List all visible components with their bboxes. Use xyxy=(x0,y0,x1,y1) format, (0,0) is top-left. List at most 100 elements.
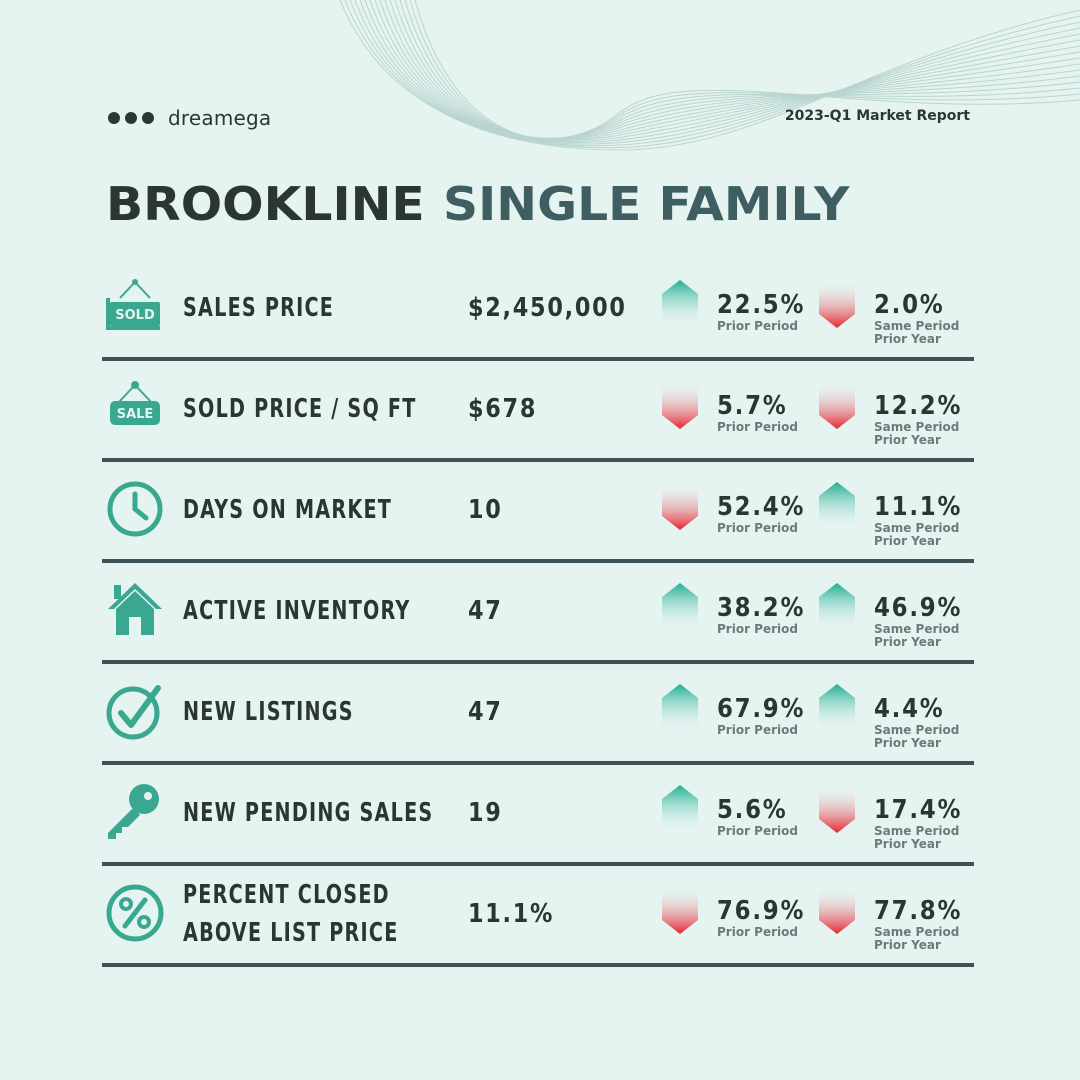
page-title: BROOKLINE SINGLE FAMILY xyxy=(106,176,849,232)
change-caption: Same Period Prior Year xyxy=(874,825,959,851)
title-city: BROOKLINE xyxy=(106,177,425,231)
title-property-type: SINGLE FAMILY xyxy=(442,177,850,231)
metric-label: PERCENT CLOSED ABOVE LIST PRICE xyxy=(183,876,399,952)
arrow-down-icon xyxy=(819,381,855,429)
change-prior-year: 2.0% Same Period Prior Year xyxy=(819,278,969,348)
metric-value: 19 xyxy=(468,798,503,828)
sale-tag-icon: SALE xyxy=(104,377,166,439)
metric-value: 47 xyxy=(468,596,503,626)
metric-row: NEW LISTINGS 47 67.9% Prior Period 4.4% Same … xyxy=(102,664,974,765)
metric-label: SOLD PRICE / SQ FT xyxy=(183,394,417,424)
change-caption: Same Period Prior Year xyxy=(874,320,959,346)
change-percent: 4.4% xyxy=(874,694,945,724)
metric-label-line: ABOVE LIST PRICE xyxy=(183,918,399,948)
change-caption: Prior Period xyxy=(717,925,798,939)
arrow-up-icon xyxy=(819,482,855,530)
change-prior-year: 17.4% Same Period Prior Year xyxy=(819,783,969,853)
change-prior-year: 46.9% Same Period Prior Year xyxy=(819,581,969,651)
change-prior-year: 11.1% Same Period Prior Year xyxy=(819,480,969,550)
report-title: 2023-Q1 Market Report xyxy=(784,108,970,124)
change-caption: Prior Period xyxy=(717,723,798,737)
caption-line: Prior Year xyxy=(874,332,941,346)
brand-logo: dreamega xyxy=(108,104,271,132)
caption-line: Prior Year xyxy=(874,433,941,447)
change-prior-year: 12.2% Same Period Prior Year xyxy=(819,379,969,449)
brand-name: dreamega xyxy=(168,106,272,130)
percent-icon xyxy=(104,882,166,944)
change-prior-period: 22.5% Prior Period xyxy=(662,278,812,348)
clock-icon xyxy=(104,478,166,540)
metric-value: 10 xyxy=(468,495,503,525)
caption-line: Same Period xyxy=(874,319,960,333)
caption-line: Prior Year xyxy=(874,938,941,952)
change-prior-year: 77.8% Same Period Prior Year xyxy=(819,884,969,954)
change-percent: 11.1% xyxy=(874,492,963,522)
house-icon xyxy=(104,579,166,641)
arrow-down-icon xyxy=(662,482,698,530)
change-percent: 77.8% xyxy=(874,896,963,926)
decorative-wave-lines xyxy=(339,0,1080,151)
change-caption: Prior Period xyxy=(717,420,798,434)
metrics-table: SOLD SALES PRICE $2,450,000 22.5% Prior Peri… xyxy=(102,260,974,967)
metric-row: ACTIVE INVENTORY 47 38.2% Prior Period 46.9%… xyxy=(102,563,974,664)
caption-line: Same Period xyxy=(874,521,960,535)
arrow-down-icon xyxy=(662,886,698,934)
caption-line: Prior Year xyxy=(874,837,941,851)
change-prior-period: 76.9% Prior Period xyxy=(662,884,812,954)
arrow-down-icon xyxy=(819,886,855,934)
sold-sign-icon: SOLD xyxy=(104,276,166,338)
arrow-up-icon xyxy=(662,684,698,732)
change-caption: Same Period Prior Year xyxy=(874,522,959,548)
arrow-up-icon xyxy=(662,280,698,328)
metric-row: DAYS ON MARKET 10 52.4% Prior Period 11.1% Sa… xyxy=(102,462,974,563)
change-caption: Same Period Prior Year xyxy=(874,623,959,649)
caption-line: Prior Year xyxy=(874,635,941,649)
change-percent: 12.2% xyxy=(874,391,963,421)
arrow-down-icon xyxy=(819,785,855,833)
arrow-up-icon xyxy=(819,684,855,732)
metric-row: PERCENT CLOSED ABOVE LIST PRICE 11.1% 76.9%… xyxy=(102,866,974,967)
arrow-down-icon xyxy=(662,381,698,429)
caption-line: Same Period xyxy=(874,723,960,737)
arrow-up-icon xyxy=(662,785,698,833)
metric-value: $2,450,000 xyxy=(468,293,627,323)
metric-label: NEW PENDING SALES xyxy=(183,798,434,828)
svg-text:SALE: SALE xyxy=(117,407,154,422)
change-percent: 38.2% xyxy=(717,593,806,623)
change-prior-period: 5.6% Prior Period xyxy=(662,783,812,853)
metric-row: SALE SOLD PRICE / SQ FT $678 5.7% Prior Peri… xyxy=(102,361,974,462)
change-percent: 5.7% xyxy=(717,391,788,421)
metric-label: SALES PRICE xyxy=(183,293,335,323)
metric-row: NEW PENDING SALES 19 5.6% Prior Period 17.4%… xyxy=(102,765,974,866)
caption-line: Prior Year xyxy=(874,534,941,548)
metric-value: $678 xyxy=(468,394,538,424)
metric-label: NEW LISTINGS xyxy=(183,697,354,727)
check-circle-icon xyxy=(104,680,166,742)
change-prior-period: 38.2% Prior Period xyxy=(662,581,812,651)
metric-label: DAYS ON MARKET xyxy=(183,495,393,525)
change-prior-year: 4.4% Same Period Prior Year xyxy=(819,682,969,752)
metric-label-line: PERCENT CLOSED xyxy=(183,880,390,910)
caption-line: Prior Year xyxy=(874,736,941,750)
change-percent: 52.4% xyxy=(717,492,806,522)
brand-dots-icon xyxy=(108,112,154,124)
change-percent: 2.0% xyxy=(874,290,945,320)
change-percent: 76.9% xyxy=(717,896,806,926)
change-prior-period: 52.4% Prior Period xyxy=(662,480,812,550)
change-caption: Same Period Prior Year xyxy=(874,926,959,952)
caption-line: Same Period xyxy=(874,824,960,838)
caption-line: Same Period xyxy=(874,925,960,939)
metric-label: ACTIVE INVENTORY xyxy=(183,596,411,626)
change-caption: Same Period Prior Year xyxy=(874,724,959,750)
svg-text:SOLD: SOLD xyxy=(115,308,155,323)
change-percent: 17.4% xyxy=(874,795,963,825)
metric-value: 47 xyxy=(468,697,503,727)
metric-value: 11.1% xyxy=(468,899,555,929)
caption-line: Same Period xyxy=(874,622,960,636)
arrow-up-icon xyxy=(819,583,855,631)
metric-row: SOLD SALES PRICE $2,450,000 22.5% Prior Peri… xyxy=(102,260,974,361)
change-percent: 22.5% xyxy=(717,290,806,320)
change-caption: Prior Period xyxy=(717,824,798,838)
arrow-down-icon xyxy=(819,280,855,328)
arrow-up-icon xyxy=(662,583,698,631)
